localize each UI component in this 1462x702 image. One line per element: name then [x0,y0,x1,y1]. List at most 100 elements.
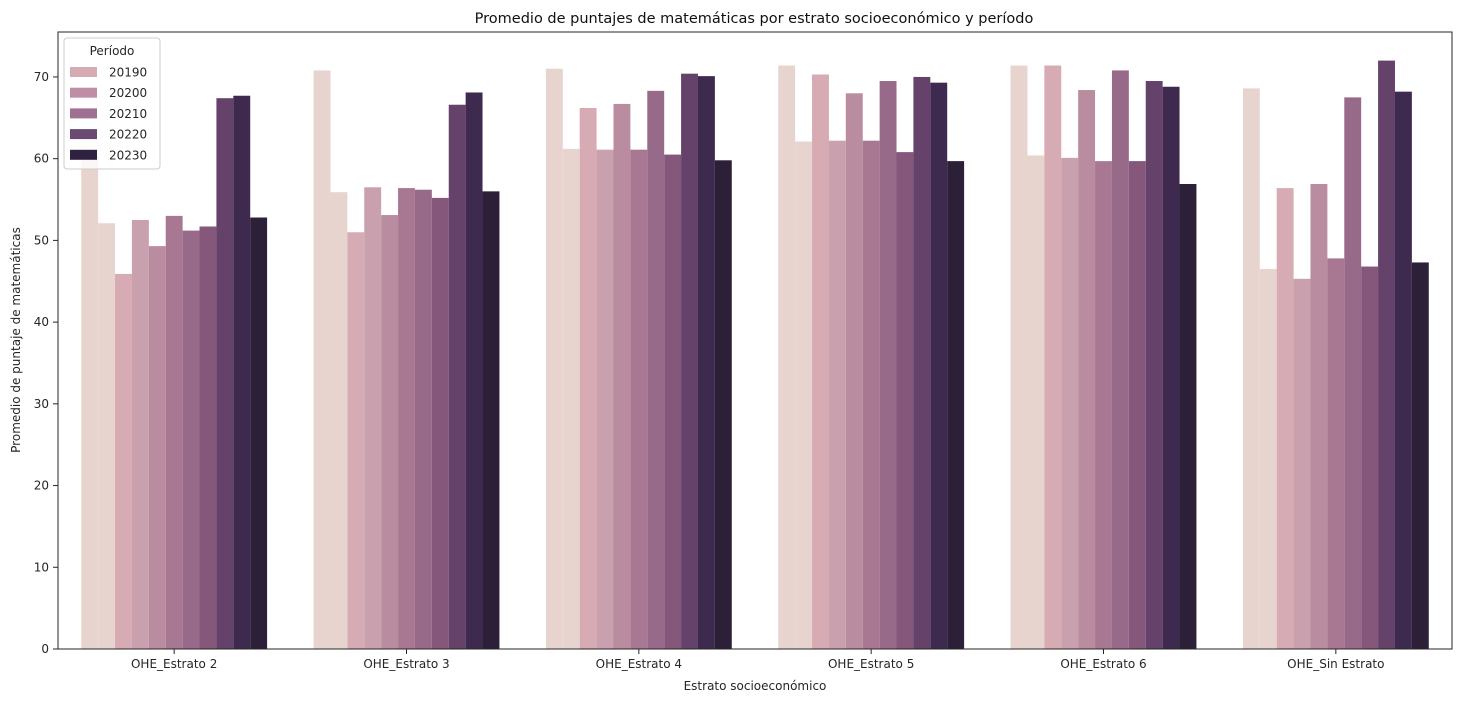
bar-6-6 [1327,258,1345,649]
legend-swatch [70,67,97,77]
bar-4-8 [896,152,914,649]
bar-4-5 [845,93,863,650]
bar-5-11 [1179,184,1197,649]
y-tick-label: 20 [34,479,49,493]
legend-title: Período [90,44,135,58]
bar-3-11 [714,160,732,650]
legend-swatch [70,108,97,119]
y-tick-label: 50 [34,233,49,247]
bar-4-11 [947,161,965,649]
y-tick-label: 70 [34,70,49,84]
bar-6-5 [1310,184,1328,649]
x-tick-label: OHE_Sin Estrato [1287,657,1384,671]
bar-3-1 [545,68,563,649]
bar-5-3 [1044,65,1062,649]
legend-entry-label: 20190 [109,66,147,80]
bars-layer [81,60,1429,650]
y-tick-label: 60 [34,152,49,166]
bar-4-4 [828,140,846,649]
legend-entry-label: 20200 [109,86,147,100]
x-tick-label: OHE_Estrato 6 [1060,657,1146,671]
bar-3-6 [630,149,648,649]
bar-6-8 [1361,266,1379,649]
x-tick-label: OHE_Estrato 4 [596,657,682,671]
bar-1-10 [233,95,251,650]
bar-6-7 [1344,97,1362,649]
bar-5-7 [1111,70,1129,649]
x-axis: OHE_Estrato 2 OHE_Estrato 3 OHE_Estrato 4 O… [131,649,1384,671]
legend-swatch [70,87,97,98]
y-tick-label: 40 [34,315,49,329]
bar-1-1 [81,155,99,649]
legend-swatch [70,149,97,160]
bar-1-9 [216,98,234,649]
legend-swatch [70,129,97,140]
legend: Período 20190 20200 20210 20220 20230 [63,37,161,170]
bar-1-7 [182,230,200,649]
legend-entry-label: 20220 [109,128,147,142]
bar-2-4 [364,187,382,649]
bar-4-7 [879,81,897,649]
legend-entry-label: 20230 [109,148,147,162]
bar-5-6 [1095,161,1112,649]
bar-1-4 [131,219,149,649]
legend-entry-label: 20210 [109,107,147,121]
bar-5-5 [1078,90,1096,649]
bar-3-10 [697,76,715,649]
bar-6-3 [1276,188,1294,649]
bar-2-7 [414,189,432,649]
bar-2-1 [313,70,331,649]
bar-5-10 [1162,86,1180,649]
bar-3-9 [681,73,698,650]
bar-5-4 [1061,157,1079,649]
plot-area-frame [57,31,1453,650]
bar-4-1 [778,65,796,649]
bar-1-5 [148,246,166,650]
y-axis-label: Promedio de puntaje de matemáticas [9,227,23,453]
bar-5-1 [1010,65,1028,649]
bar-5-2 [1027,155,1045,649]
y-tick-label: 30 [34,397,49,411]
bar-4-2 [795,141,813,649]
bar-6-10 [1394,91,1412,649]
bar-3-7 [647,90,665,650]
bar-3-2 [562,148,580,650]
bar-1-11 [250,217,268,649]
x-tick-label: OHE_Estrato 3 [363,657,449,671]
bar-1-3 [115,273,132,649]
chart-title: Promedio de puntajes de matemáticas por … [475,11,1034,27]
y-axis: 0 10 20 30 40 50 60 70 [34,70,58,656]
bar-6-11 [1411,262,1429,649]
bar-1-6 [165,215,183,649]
bar-2-11 [482,191,500,650]
bar-5-8 [1128,161,1146,649]
x-axis-label: Estrato socioeconómico [684,679,827,693]
bar-6-1 [1242,88,1260,649]
bar-3-4 [596,149,614,649]
bar-4-3 [812,74,829,649]
bar-6-9 [1378,60,1395,650]
bar-2-8 [431,197,449,649]
bar-6-4 [1293,278,1311,649]
bar-4-9 [913,76,931,649]
bar-3-3 [579,108,597,649]
y-tick-label: 0 [41,642,49,656]
bar-1-8 [199,226,217,649]
bar-2-5 [381,215,399,649]
bar-3-5 [613,103,631,650]
bar-1-2 [98,223,116,650]
bar-2-6 [398,188,415,649]
bar-4-10 [930,82,948,650]
bar-3-8 [664,154,682,649]
x-tick-label: OHE_Estrato 2 [131,657,217,671]
x-tick-label: OHE_Estrato 5 [828,657,914,671]
bar-5-9 [1145,81,1163,649]
bar-6-2 [1259,268,1277,649]
bar-2-10 [465,92,483,650]
bar-2-9 [448,104,466,650]
bar-4-6 [862,140,880,649]
y-tick-label: 10 [34,560,49,574]
bar-2-2 [330,192,348,650]
